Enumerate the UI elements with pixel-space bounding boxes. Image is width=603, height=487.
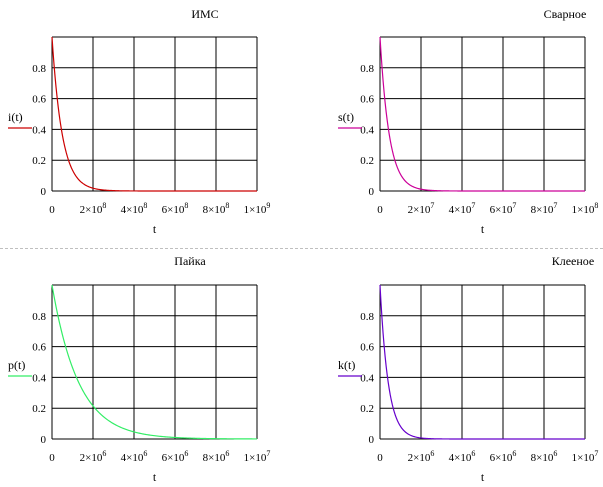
x-tick-label: 4×107 xyxy=(449,201,476,216)
chart-panel-3: Пайка 0 0.2 0.4 0.6 0.8 0 2×106 4×106 6×106 8×106 1… xyxy=(8,254,270,484)
x-tick-label: 1×108 xyxy=(572,201,599,216)
y-tick-label: 0.6 xyxy=(360,94,374,106)
x-tick-label: 6×107 xyxy=(490,201,517,216)
series-line xyxy=(51,284,257,440)
x-tick-label: 2×106 xyxy=(408,449,435,464)
y-tick-label: 0.4 xyxy=(360,372,374,384)
x-axis-label: t xyxy=(153,222,157,236)
y-axis-label: s(t) xyxy=(338,110,354,124)
x-tick-label: 6×108 xyxy=(162,201,189,216)
y-tick-label: 0.6 xyxy=(32,94,46,106)
y-tick-label: 0.2 xyxy=(360,403,374,415)
y-tick-label: 0.4 xyxy=(32,372,46,384)
x-axis-label: t xyxy=(481,222,485,236)
x-tick-label: 8×106 xyxy=(203,449,230,464)
y-axis-label: k(t) xyxy=(338,358,355,372)
x-tick-label: 1×107 xyxy=(572,449,599,464)
section-divider xyxy=(0,248,603,249)
chart-panel-2: Сварное 0 0.2 0.4 0.6 0.8 0 2×107 4×107 6×107 8×10… xyxy=(338,7,598,236)
chart-panel-1: ИМС 0 0.2 0.4 0.6 0.8 0 2×108 4×108 6×108 8×108 1×1… xyxy=(8,7,270,236)
chart-title: Сварное xyxy=(544,7,587,21)
series-line xyxy=(51,36,257,192)
x-tick-label: 1×109 xyxy=(244,201,271,216)
y-tick-label: 0 xyxy=(369,186,375,198)
y-tick-label: 0 xyxy=(41,186,47,198)
x-tick-label: 2×108 xyxy=(80,201,107,216)
x-tick-label: 8×108 xyxy=(203,201,230,216)
x-tick-label: 2×107 xyxy=(408,201,435,216)
y-tick-label: 0.8 xyxy=(360,63,374,75)
y-tick-label: 0.4 xyxy=(360,124,374,136)
x-tick-label: 1×107 xyxy=(244,449,271,464)
x-tick-label: 4×106 xyxy=(121,449,148,464)
y-tick-label: 0.2 xyxy=(32,403,46,415)
chart-title: Клееное xyxy=(552,254,595,268)
y-axis-label: i(t) xyxy=(8,110,23,124)
x-axis-label: t xyxy=(481,470,485,484)
y-tick-label: 0.8 xyxy=(360,311,374,323)
chart-title: Пайка xyxy=(174,254,206,268)
x-tick-label: 8×106 xyxy=(531,449,558,464)
x-tick-label: 0 xyxy=(377,204,383,216)
y-tick-label: 0.6 xyxy=(360,342,374,354)
x-tick-label: 0 xyxy=(49,452,55,464)
x-axis-label: t xyxy=(153,470,157,484)
y-tick-label: 0 xyxy=(369,434,375,446)
x-tick-label: 0 xyxy=(49,204,55,216)
series-line xyxy=(379,36,585,192)
y-tick-label: 0.2 xyxy=(32,155,46,167)
x-tick-label: 4×108 xyxy=(121,201,148,216)
y-tick-label: 0.8 xyxy=(32,63,46,75)
chart-panel-4: Клееное 0 0.2 0.4 0.6 0.8 0 2×106 4×106 6×106 8×10… xyxy=(338,254,598,484)
series-line xyxy=(379,284,585,440)
y-axis-label: p(t) xyxy=(8,358,25,372)
x-tick-label: 0 xyxy=(377,452,383,464)
x-tick-label: 2×106 xyxy=(80,449,107,464)
y-tick-label: 0.2 xyxy=(360,155,374,167)
y-tick-label: 0.4 xyxy=(32,124,46,136)
x-tick-label: 8×107 xyxy=(531,201,558,216)
y-tick-label: 0.8 xyxy=(32,311,46,323)
x-tick-label: 6×106 xyxy=(162,449,189,464)
chart-title: ИМС xyxy=(191,7,218,21)
y-tick-label: 0.6 xyxy=(32,342,46,354)
x-tick-label: 4×106 xyxy=(449,449,476,464)
y-tick-label: 0 xyxy=(41,434,47,446)
x-tick-label: 6×106 xyxy=(490,449,517,464)
